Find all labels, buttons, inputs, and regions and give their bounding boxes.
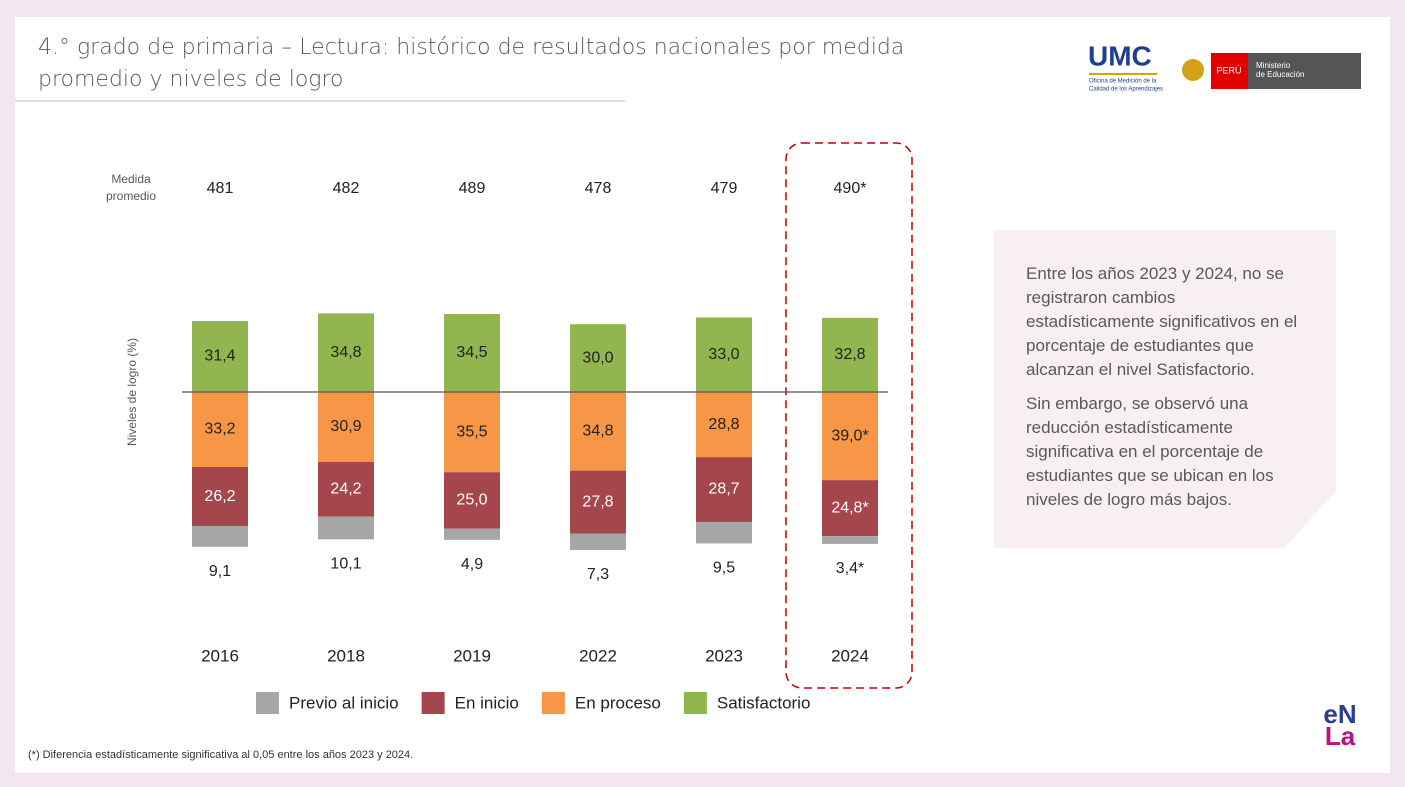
bar-segment (696, 392, 752, 458)
x-tick-label: 2016 (201, 646, 239, 665)
data-label: 28,7 (708, 481, 739, 498)
title-line: 4.° grado de primaria – Lectura: históri… (38, 35, 905, 60)
paragraph: Entre los años 2023 y 2024, no se regist… (1026, 264, 1298, 379)
y-axis-label: Niveles de logro (%) (125, 338, 139, 446)
title: 4.° grado de primaria – Lectura: históri… (38, 32, 904, 96)
mean-score: 490* (834, 180, 867, 197)
mean-label: promedio (106, 189, 156, 203)
data-label: 25,0 (456, 492, 487, 509)
bar-segment (570, 324, 626, 392)
mean-score: 479 (711, 180, 738, 197)
logo-shield (1182, 59, 1204, 81)
data-label: 3,4* (836, 560, 864, 577)
data-label: 27,8 (582, 493, 613, 510)
legend-label: Previo al inicio (289, 693, 399, 712)
data-label: 26,2 (204, 488, 235, 505)
data-label: 39,0* (831, 427, 868, 444)
data-label: 28,8 (708, 416, 739, 433)
bar-segment (822, 480, 878, 537)
bar-segment (696, 521, 752, 544)
legend-label: Satisfactorio (717, 693, 811, 712)
mean-label: Medida (111, 172, 151, 186)
legend-swatch (541, 692, 565, 714)
footnote: (*) Diferencia estadísticamente signific… (28, 749, 414, 761)
x-tick-label: 2023 (705, 646, 743, 665)
bar-segment (822, 392, 878, 481)
data-label: 34,5 (456, 344, 487, 361)
legend-label: En inicio (455, 693, 519, 712)
data-label: 31,4 (204, 348, 235, 365)
highlight-box (785, 142, 913, 689)
data-label: 34,8 (330, 344, 361, 361)
bar-segment (192, 526, 248, 547)
logo-minedu-box (1248, 53, 1361, 89)
x-tick-label: 2018 (327, 646, 365, 665)
paragraph: Sin embargo, se observó una reducción es… (1026, 394, 1274, 509)
data-label: 33,0 (708, 346, 739, 363)
data-label: 9,5 (713, 560, 735, 577)
logo-enla: eN (1323, 699, 1356, 729)
legend-label: En proceso (575, 693, 661, 712)
x-tick-label: 2022 (579, 646, 617, 665)
bar-segment (318, 516, 374, 540)
logo-umc-sub: Oficina de Medición de la (1089, 79, 1157, 85)
mean-score: 489 (459, 180, 486, 197)
data-label: 7,3 (587, 566, 609, 583)
bar-segment (444, 314, 500, 392)
legend-swatch (683, 692, 707, 714)
legend-swatch (256, 692, 279, 714)
logo-umc-sub: Calidad de los Aprendizajes (1089, 87, 1163, 93)
bar-segment (822, 317, 878, 392)
bar-segment (318, 313, 374, 392)
bar-segment (318, 392, 374, 462)
data-label: 4,9 (461, 556, 483, 573)
logo-minedu: de Educación (1256, 70, 1304, 79)
bar-segment (192, 467, 248, 527)
bar-segment (570, 392, 626, 471)
title-line: promedio y niveles de logro (38, 67, 344, 92)
logo-peru: PERÚ (1216, 65, 1241, 75)
bar-segment (192, 392, 248, 468)
mean-score: 478 (585, 180, 612, 197)
logo-minedu: Ministerio (1256, 61, 1291, 70)
data-label: 30,9 (330, 418, 361, 435)
logo-umc: UMC (1088, 40, 1152, 71)
bar-segment (570, 470, 626, 534)
bar-segment (822, 536, 878, 544)
data-label: 34,8 (582, 423, 613, 440)
logo-enla: La (1325, 721, 1356, 751)
data-label: 32,8 (834, 346, 865, 363)
bar-segment (444, 392, 500, 473)
sidebar: Entre los años 2023 y 2024, no se regist… (994, 230, 1336, 548)
x-tick-label: 2024 (831, 646, 869, 665)
mean-score: 482 (333, 180, 360, 197)
data-label: 24,2 (330, 480, 361, 497)
bar-segment (444, 528, 500, 540)
legend-swatch (421, 692, 445, 714)
data-label: 10,1 (330, 556, 361, 573)
data-label: 33,2 (204, 421, 235, 438)
bar-segment (696, 317, 752, 392)
data-label: 9,1 (209, 563, 231, 580)
data-label: 35,5 (456, 423, 487, 440)
x-tick-label: 2019 (453, 646, 491, 665)
bar-segment (318, 461, 374, 517)
mean-score: 481 (207, 180, 234, 197)
bar-segment (696, 457, 752, 522)
logo-peru-box (1211, 53, 1248, 89)
bar-segment (444, 472, 500, 529)
data-label: 30,0 (582, 349, 613, 366)
data-label: 24,8* (831, 499, 868, 516)
bar-segment (192, 321, 248, 392)
bar-segment (570, 533, 626, 550)
